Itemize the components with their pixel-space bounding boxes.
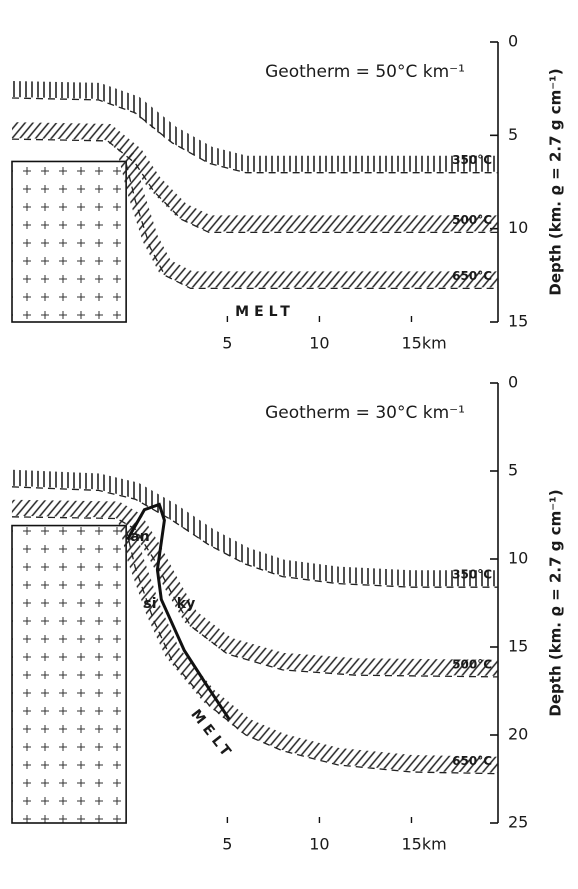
chart-title: Geotherm = 30°C km⁻¹ [265, 403, 465, 423]
isotherm-label: 350°C [452, 153, 492, 167]
y-tick-label: 0 [508, 32, 518, 51]
isotherm-hatch [118, 518, 499, 773]
isotherm [11, 138, 498, 234]
y-tick-label: 5 [508, 125, 518, 144]
annotation: ky [177, 596, 195, 612]
chart-title: Geotherm = 50°C km⁻¹ [265, 62, 465, 82]
pluton [11, 524, 127, 824]
isotherm-hatch [11, 499, 499, 676]
y-tick-label: 10 [508, 549, 528, 568]
isotherm-hatch [11, 469, 498, 587]
y-tick-label: 5 [508, 461, 518, 480]
isotherm [125, 528, 499, 775]
annotation: si [143, 596, 156, 612]
annotation: MELT [235, 304, 295, 320]
x-tick-label: 10 [309, 835, 329, 854]
isotherm-label: 500°C [452, 213, 492, 227]
pluton [11, 160, 127, 323]
isotherm [11, 486, 498, 588]
isotherm-hatch [118, 152, 498, 288]
y-tick-label: 10 [508, 218, 528, 237]
y-tick-label: 20 [508, 725, 528, 744]
isotherm-label: 350°C [452, 568, 492, 582]
reaction-curve [126, 502, 231, 721]
x-tick-label: 5 [222, 334, 232, 353]
isotherm-label: 650°C [452, 754, 492, 768]
annotation: an [130, 529, 149, 545]
x-tick-label: 15km [401, 835, 446, 854]
isotherm [11, 516, 499, 678]
y-axis-label: Depth (km. ϱ = 2.7 g cm⁻¹) [547, 489, 565, 716]
y-tick-label: 0 [508, 373, 518, 392]
isotherm-label: 500°C [452, 657, 492, 671]
y-tick-label: 15 [508, 312, 528, 331]
isotherm-label: 650°C [452, 269, 492, 283]
y-tick-label: 15 [508, 637, 528, 656]
isotherm-hatch [11, 122, 498, 232]
y-axis-label: Depth (km. ϱ = 2.7 g cm⁻¹) [547, 68, 565, 295]
x-tick-label: 5 [222, 835, 232, 854]
y-tick-label: 25 [508, 813, 528, 832]
x-tick-label: 10 [309, 334, 329, 353]
isotherm [11, 97, 498, 174]
isotherm-hatch [11, 81, 498, 172]
x-tick-label: 15km [401, 334, 446, 353]
